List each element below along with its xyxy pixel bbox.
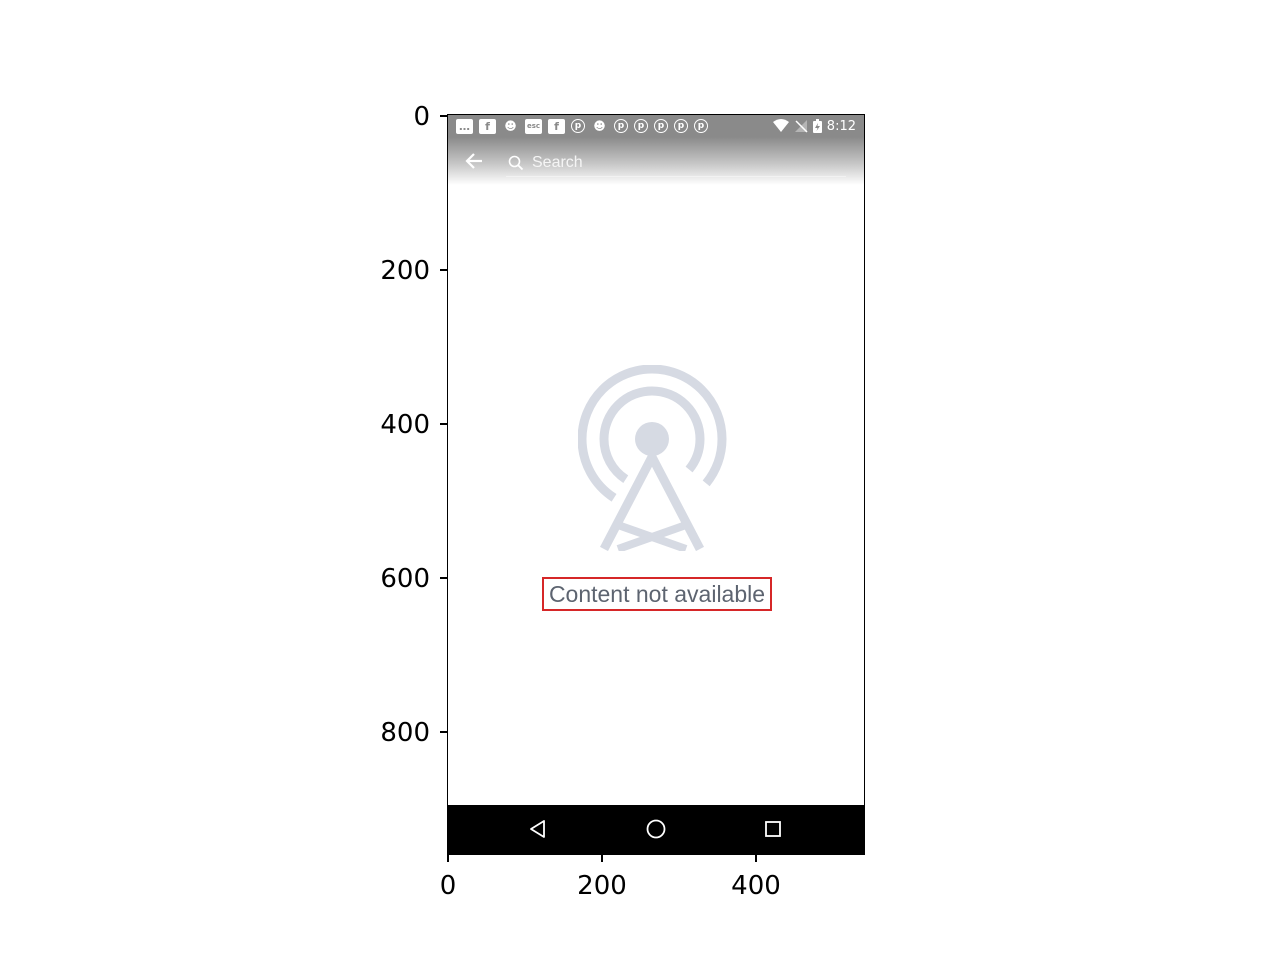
broadcast-tower-icon bbox=[578, 365, 727, 551]
phone-screen: … f ☻ esc f p ☻ p p p p p bbox=[448, 115, 864, 854]
y-tick-mark bbox=[440, 115, 447, 117]
pinterest-icon: p bbox=[654, 119, 668, 133]
nav-home-button[interactable] bbox=[644, 817, 668, 841]
y-tick-label: 800 bbox=[380, 718, 430, 748]
status-bar: … f ☻ esc f p ☻ p p p p p bbox=[448, 115, 864, 137]
system-icons: 8:12 bbox=[772, 118, 856, 134]
y-tick-label: 400 bbox=[380, 410, 430, 440]
search-icon bbox=[508, 155, 524, 171]
search-bar[interactable] bbox=[506, 149, 846, 177]
y-tick-label: 600 bbox=[380, 564, 430, 594]
x-tick-label: 400 bbox=[731, 871, 781, 901]
pinterest-icon: p bbox=[674, 119, 688, 133]
y-tick-mark bbox=[440, 269, 447, 271]
nav-back-icon bbox=[530, 820, 545, 838]
x-tick-mark bbox=[601, 855, 603, 862]
wifi-icon bbox=[772, 119, 789, 132]
pinterest-icon: p bbox=[694, 119, 708, 133]
empty-state-message: Content not available bbox=[548, 580, 766, 607]
search-input[interactable] bbox=[532, 153, 812, 172]
message-icon: … bbox=[456, 118, 473, 134]
navigation-bar bbox=[448, 805, 864, 854]
notification-icons: … f ☻ esc f p ☻ p p p p p bbox=[456, 118, 708, 134]
cat-icon: ☻ bbox=[504, 118, 517, 133]
signal-icon bbox=[794, 120, 808, 133]
y-tick-label: 200 bbox=[380, 256, 430, 286]
pinterest-icon: p bbox=[614, 119, 628, 133]
y-tick-label: 0 bbox=[413, 102, 430, 132]
x-tick-mark bbox=[447, 855, 449, 862]
nav-recents-button[interactable] bbox=[761, 817, 785, 841]
x-tick-label: 200 bbox=[577, 871, 627, 901]
nav-back-button[interactable] bbox=[526, 817, 550, 841]
y-tick-mark bbox=[440, 731, 447, 733]
toolbar bbox=[448, 137, 864, 185]
x-tick-label: 0 bbox=[439, 871, 457, 901]
cat-icon: ☻ bbox=[593, 118, 606, 133]
battery-icon bbox=[812, 119, 822, 133]
y-tick-mark bbox=[440, 423, 447, 425]
facebook-icon: f bbox=[479, 118, 496, 134]
y-tick-mark bbox=[440, 577, 447, 579]
status-time: 8:12 bbox=[826, 118, 856, 134]
nav-recents-icon bbox=[765, 821, 781, 837]
back-button[interactable] bbox=[462, 149, 486, 173]
pinterest-icon: p bbox=[571, 119, 585, 133]
x-tick-mark bbox=[755, 855, 757, 862]
arrow-left-icon bbox=[465, 153, 482, 169]
nav-home-icon bbox=[646, 819, 666, 839]
facebook-icon: f bbox=[548, 118, 565, 134]
pinterest-icon: p bbox=[634, 119, 648, 133]
app-icon: esc bbox=[525, 118, 542, 134]
